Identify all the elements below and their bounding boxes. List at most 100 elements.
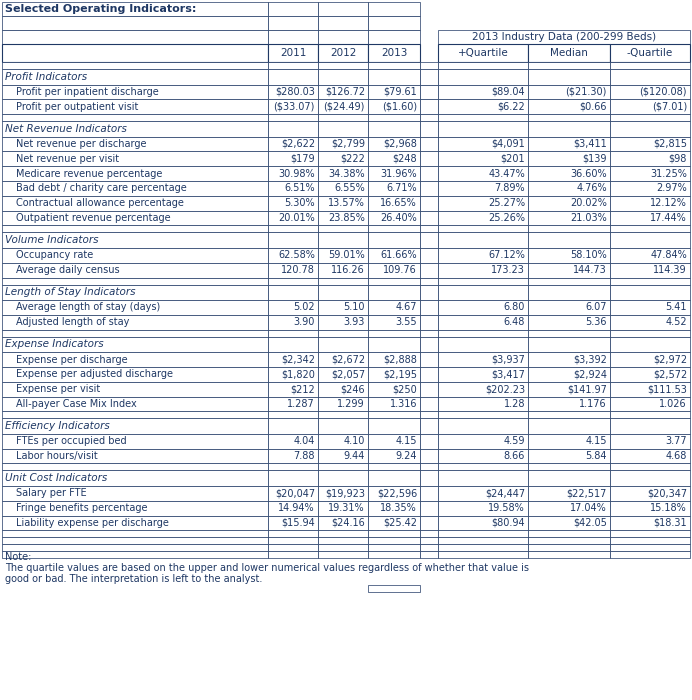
Bar: [438, 382, 528, 396]
Bar: [610, 262, 690, 277]
Text: Unit Cost Indicators: Unit Cost Indicators: [5, 473, 107, 483]
Text: Efficiency Indicators: Efficiency Indicators: [5, 421, 110, 431]
Bar: [318, 16, 368, 30]
Text: Medicare revenue percentage: Medicare revenue percentage: [16, 169, 163, 178]
Text: 114.39: 114.39: [653, 265, 687, 275]
Bar: [368, 16, 420, 30]
Bar: [610, 470, 690, 486]
Text: Expense per visit: Expense per visit: [16, 384, 100, 394]
Bar: [368, 2, 420, 16]
Text: $3,411: $3,411: [573, 139, 607, 149]
Bar: [420, 449, 438, 463]
Text: 120.78: 120.78: [281, 265, 315, 275]
Bar: [318, 545, 368, 552]
Bar: [2, 232, 268, 248]
Text: Labor hours/visit: Labor hours/visit: [16, 451, 98, 461]
Bar: [438, 166, 528, 181]
Bar: [420, 181, 438, 196]
Text: $2,572: $2,572: [653, 370, 687, 379]
Bar: [438, 225, 528, 232]
Text: 7.89%: 7.89%: [494, 183, 525, 193]
Bar: [318, 284, 368, 300]
Bar: [2, 396, 268, 412]
Bar: [318, 500, 368, 515]
Bar: [318, 538, 368, 545]
Bar: [438, 367, 528, 382]
Bar: [2, 277, 268, 284]
Bar: [268, 315, 318, 330]
Bar: [318, 434, 368, 449]
Text: $222: $222: [340, 154, 365, 164]
Bar: [528, 62, 610, 69]
Bar: [268, 500, 318, 515]
Bar: [610, 85, 690, 99]
Text: $201: $201: [500, 154, 525, 164]
Bar: [528, 136, 610, 151]
Text: 19.31%: 19.31%: [329, 503, 365, 513]
Bar: [2, 211, 268, 225]
Bar: [268, 531, 318, 538]
Text: $280.03: $280.03: [275, 87, 315, 97]
Bar: [610, 284, 690, 300]
Bar: [368, 99, 420, 114]
Bar: [438, 552, 528, 559]
Bar: [610, 232, 690, 248]
Bar: [368, 531, 420, 538]
Text: Expense per adjusted discharge: Expense per adjusted discharge: [16, 370, 173, 379]
Bar: [420, 396, 438, 412]
Bar: [268, 367, 318, 382]
Text: 1.176: 1.176: [579, 399, 607, 409]
Text: $2,815: $2,815: [653, 139, 687, 149]
Text: 4.67: 4.67: [396, 302, 417, 312]
Text: ($1.60): ($1.60): [382, 102, 417, 112]
Bar: [268, 337, 318, 352]
Text: ($7.01): ($7.01): [652, 102, 687, 112]
Bar: [420, 515, 438, 531]
Bar: [368, 396, 420, 412]
Text: $24,447: $24,447: [485, 489, 525, 498]
Bar: [318, 337, 368, 352]
Bar: [318, 99, 368, 114]
Bar: [268, 396, 318, 412]
Bar: [420, 419, 438, 434]
Text: $18.31: $18.31: [653, 518, 687, 528]
Bar: [318, 486, 368, 500]
Bar: [438, 136, 528, 151]
Text: $2,924: $2,924: [573, 370, 607, 379]
Bar: [420, 85, 438, 99]
Bar: [2, 30, 268, 44]
Bar: [268, 16, 318, 30]
Text: 2011: 2011: [280, 48, 306, 58]
Text: Note:: Note:: [5, 552, 31, 562]
Bar: [610, 449, 690, 463]
Text: $42.05: $42.05: [573, 518, 607, 528]
Text: 1.28: 1.28: [504, 399, 525, 409]
Bar: [2, 69, 268, 85]
Text: 9.24: 9.24: [396, 451, 417, 461]
Bar: [438, 315, 528, 330]
Text: 16.65%: 16.65%: [380, 198, 417, 208]
Text: $246: $246: [340, 384, 365, 394]
Bar: [268, 486, 318, 500]
Bar: [420, 315, 438, 330]
Bar: [420, 151, 438, 166]
Bar: [2, 330, 268, 337]
Bar: [438, 500, 528, 515]
Bar: [2, 114, 268, 121]
Bar: [318, 44, 368, 62]
Bar: [268, 136, 318, 151]
Bar: [318, 196, 368, 211]
Bar: [2, 284, 268, 300]
Bar: [2, 552, 268, 559]
Bar: [368, 232, 420, 248]
Text: 173.23: 173.23: [491, 265, 525, 275]
Bar: [318, 114, 368, 121]
Bar: [438, 449, 528, 463]
Bar: [528, 85, 610, 99]
Text: $6.22: $6.22: [498, 102, 525, 112]
Bar: [2, 419, 268, 434]
Bar: [318, 382, 368, 396]
Bar: [528, 367, 610, 382]
Bar: [268, 449, 318, 463]
Bar: [420, 136, 438, 151]
